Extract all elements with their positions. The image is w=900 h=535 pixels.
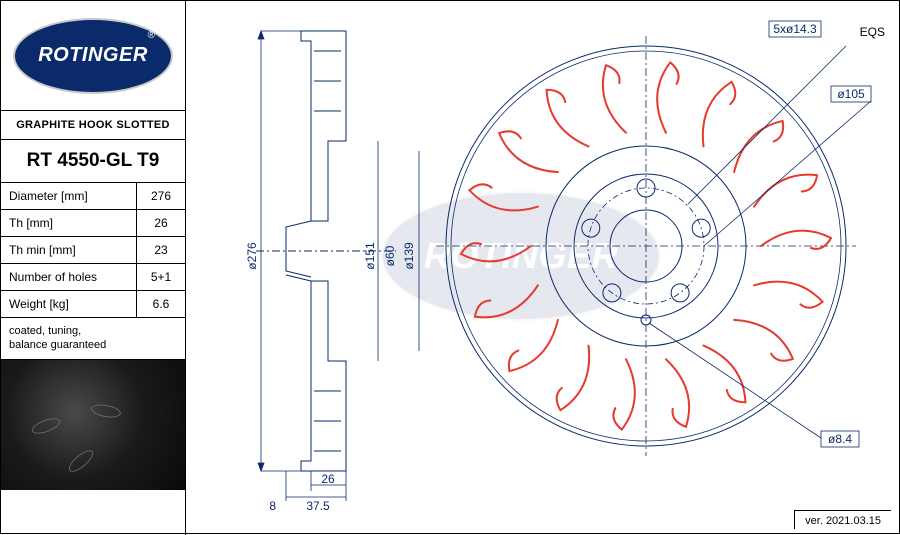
spec-row: Number of holes5+1	[1, 264, 185, 291]
dim-bolt-circle: ø105	[837, 87, 865, 101]
version-label: ver. 2021.03.15	[794, 510, 891, 529]
spec-row: Th min [mm]23	[1, 237, 185, 264]
dim-th: 26	[321, 472, 335, 486]
part-number: RT 4550-GL T9	[1, 140, 185, 183]
logo-box: ROTINGER ®	[1, 1, 185, 111]
spec-label: Weight [kg]	[1, 291, 137, 317]
spec-label: Th [mm]	[1, 210, 137, 236]
notes: coated, tuning,balance guaranteed	[1, 318, 185, 360]
product-subtitle: GRAPHITE HOOK SLOTTED	[1, 111, 185, 140]
logo-text: ROTINGER	[38, 44, 148, 67]
dim-hat: 37.5	[306, 499, 330, 513]
side-view-drawing: ø276 ø151 ø60 26 37.5 8	[206, 21, 406, 511]
dim-d60: ø60	[383, 245, 397, 266]
spec-row: Weight [kg]6.6	[1, 291, 185, 318]
dim-d139: ø139	[402, 242, 416, 270]
spec-value: 276	[137, 183, 185, 209]
info-panel: ROTINGER ® GRAPHITE HOOK SLOTTED RT 4550…	[1, 1, 186, 535]
brand-logo: ROTINGER ®	[13, 18, 173, 94]
product-photo	[1, 360, 185, 490]
spec-label: Diameter [mm]	[1, 183, 137, 209]
spec-value: 26	[137, 210, 185, 236]
dim-offset: 8	[269, 499, 276, 513]
spec-label: Number of holes	[1, 264, 137, 290]
dim-pin: ø8.4	[828, 432, 852, 446]
front-view-drawing: 5xø14.3 ø105 ø8.4	[431, 21, 881, 501]
registered-icon: ®	[148, 30, 155, 41]
spec-value: 23	[137, 237, 185, 263]
spec-label: Th min [mm]	[1, 237, 137, 263]
spec-row: Th [mm]26	[1, 210, 185, 237]
spec-value: 5+1	[137, 264, 185, 290]
eqs-label: EQS	[860, 25, 885, 39]
spec-value: 6.6	[137, 291, 185, 317]
dim-d276: ø276	[245, 242, 259, 270]
dim-bolt-pattern: 5xø14.3	[773, 22, 817, 36]
dim-d151: ø151	[363, 242, 377, 270]
spec-row: Diameter [mm]276	[1, 183, 185, 210]
